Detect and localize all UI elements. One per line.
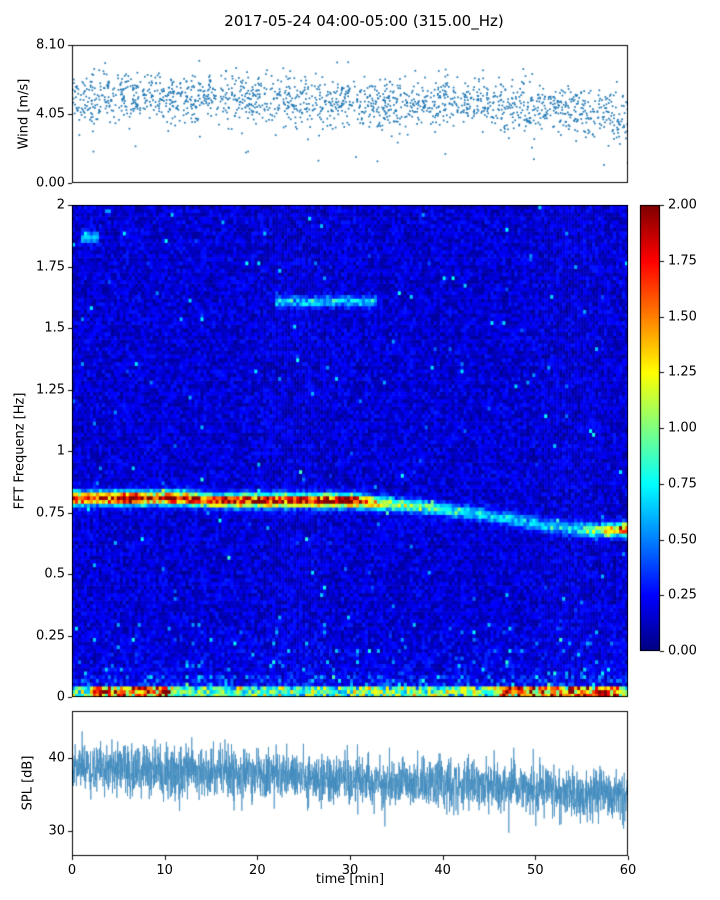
fft-ytick-label: 2 bbox=[56, 197, 65, 213]
colorbar-tick-label: 2.00 bbox=[668, 197, 697, 213]
fft-ytick-label: 0.25 bbox=[36, 628, 65, 643]
colorbar-tick-label: 0.50 bbox=[668, 532, 697, 547]
spl-ytick-label: 40 bbox=[48, 750, 65, 766]
wind-y-axis-label: Wind [m/s] bbox=[16, 78, 32, 150]
colorbar-tick-label: 0.75 bbox=[668, 476, 697, 492]
fft-ytick-label: 1.25 bbox=[36, 382, 65, 397]
fft-ytick-label: 1.5 bbox=[44, 320, 65, 336]
colorbar-tick-label: 0.25 bbox=[668, 587, 697, 603]
colorbar-tick-label: 1.25 bbox=[668, 364, 697, 380]
x-tick-label: 30 bbox=[341, 863, 359, 878]
fft-ytick-label: 1 bbox=[56, 443, 65, 459]
chart-title: 2017-05-24 04:00-05:00 (315.00_Hz) bbox=[224, 12, 504, 30]
x-tick-label: 0 bbox=[67, 863, 77, 878]
spl-ytick-label: 30 bbox=[48, 823, 65, 839]
x-tick-label: 20 bbox=[249, 863, 266, 878]
x-tick-label: 40 bbox=[434, 863, 451, 878]
fft-ytick-label: 0.5 bbox=[44, 566, 65, 582]
spl-y-axis-label: SPL [dB] bbox=[20, 755, 36, 811]
colorbar-tick-label: 1.00 bbox=[668, 420, 697, 436]
x-tick-label: 50 bbox=[527, 863, 544, 878]
fft-ytick-label: 0 bbox=[56, 689, 65, 705]
fft-ytick-label: 0.75 bbox=[36, 505, 65, 520]
x-tick-label: 10 bbox=[156, 863, 173, 878]
x-axis-label: time [min] bbox=[315, 872, 385, 887]
colorbar-tick-label: 1.50 bbox=[668, 309, 697, 324]
x-tick-label: 60 bbox=[619, 863, 637, 878]
wind-ytick-label: 0.00 bbox=[36, 175, 65, 191]
wind-ytick-label: 4.05 bbox=[36, 106, 65, 122]
fft-frequency-y-axis-label: FFT Frequenz [Hz] bbox=[12, 392, 28, 510]
colorbar-tick-label: 1.75 bbox=[668, 253, 697, 269]
fft-ytick-label: 1.75 bbox=[36, 259, 65, 274]
wind-ytick-label: 8.10 bbox=[36, 37, 65, 53]
colorbar-tick-label: 0.00 bbox=[668, 643, 697, 659]
